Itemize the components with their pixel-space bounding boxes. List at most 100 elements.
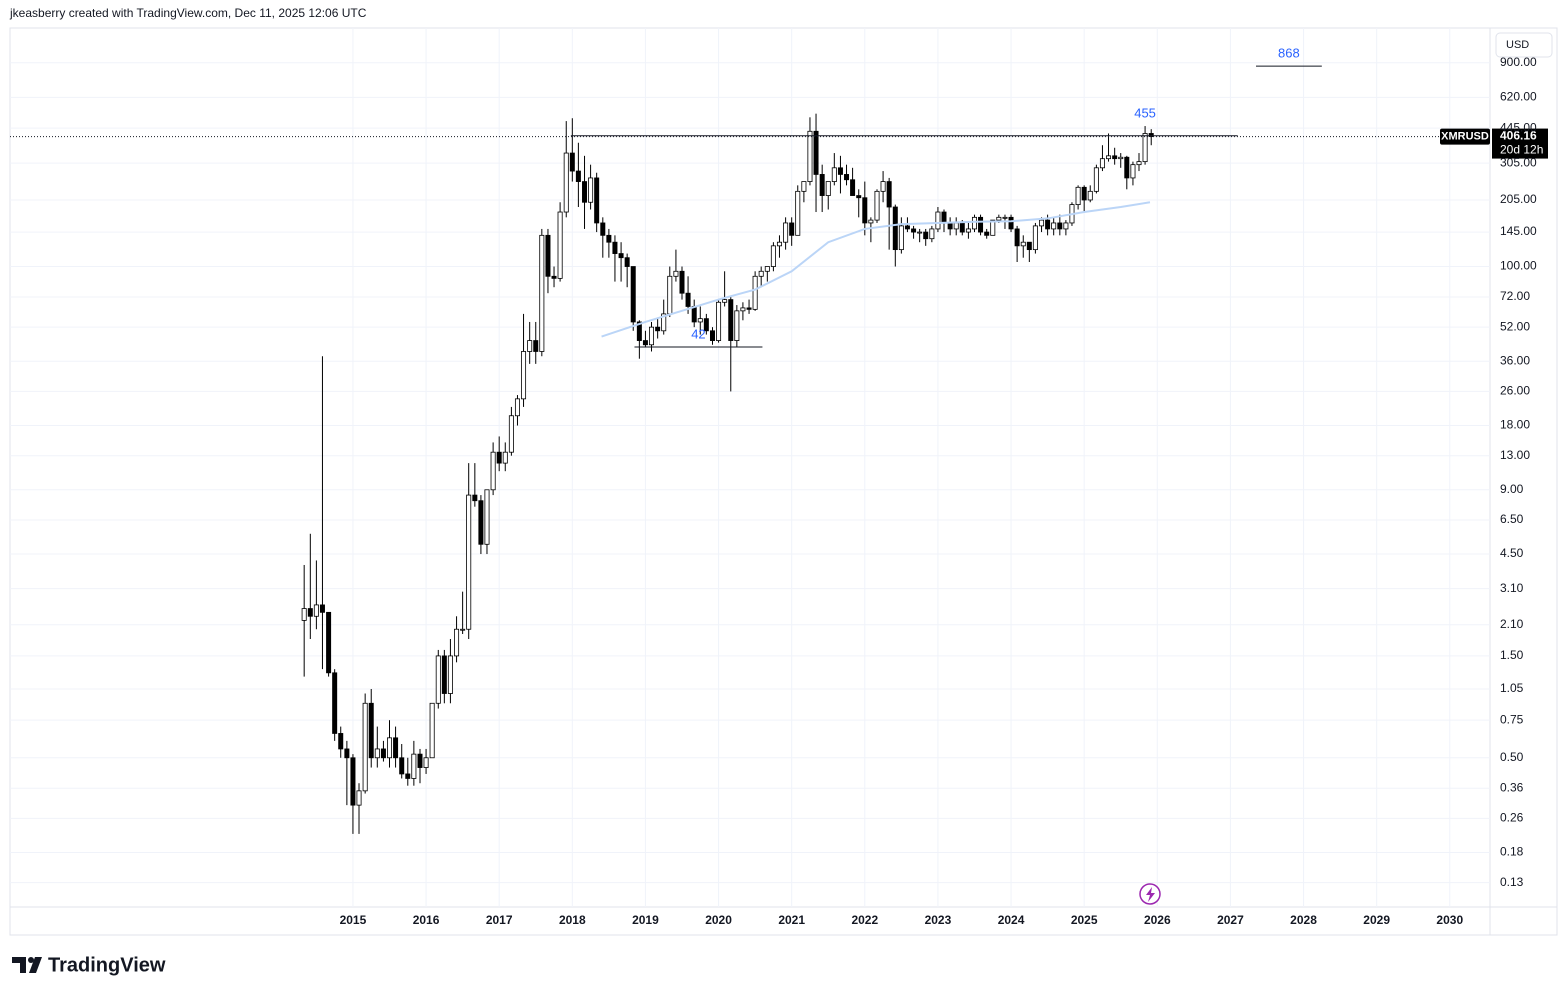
candle-body xyxy=(1087,190,1093,201)
x-tick-label: 2027 xyxy=(1217,913,1244,927)
candle-body xyxy=(862,197,868,224)
x-tick-label: 2021 xyxy=(778,913,805,927)
candle-body xyxy=(691,306,697,323)
candle-body xyxy=(557,211,563,279)
candle-body xyxy=(326,611,332,674)
y-tick-label: 6.50 xyxy=(1500,512,1524,526)
x-tick-label: 2029 xyxy=(1363,913,1390,927)
candle-body xyxy=(709,330,715,341)
currency-button[interactable] xyxy=(1495,32,1553,58)
grid xyxy=(10,28,1490,907)
candle-body xyxy=(673,270,679,277)
candle-body xyxy=(1002,216,1008,219)
candle-body xyxy=(411,753,417,779)
candle-body xyxy=(813,130,819,175)
y-tick-label: 0.75 xyxy=(1500,712,1524,726)
candle-body xyxy=(1130,164,1136,179)
y-tick-label: 445.00 xyxy=(1500,120,1537,134)
candle-body xyxy=(874,190,880,221)
candle-body xyxy=(850,179,856,196)
y-tick-label: 0.50 xyxy=(1500,750,1524,764)
candle-body xyxy=(990,219,996,236)
candle-body xyxy=(752,275,758,310)
x-tick-label: 2018 xyxy=(559,913,586,927)
candle-body xyxy=(1026,241,1032,251)
candle-body xyxy=(521,351,527,400)
candle-body xyxy=(502,451,508,464)
brand-logo: TradingView xyxy=(12,954,166,976)
candle-body xyxy=(380,748,386,759)
candle-body xyxy=(387,737,393,759)
y-tick-label: 900.00 xyxy=(1500,55,1537,69)
x-tick-label: 2024 xyxy=(998,913,1025,927)
candle-body xyxy=(978,216,984,233)
candle-body xyxy=(734,310,740,341)
logo-mark xyxy=(12,957,26,973)
y-tick-label: 0.26 xyxy=(1500,811,1524,825)
candle-body xyxy=(307,608,313,617)
candle-body xyxy=(1081,186,1087,201)
candle-body xyxy=(594,177,600,224)
candle-body xyxy=(1057,222,1063,230)
candle-body xyxy=(496,451,502,464)
y-tick-label: 36.00 xyxy=(1500,353,1530,367)
candle-body xyxy=(399,757,405,775)
candle-body xyxy=(472,494,478,502)
candle-body xyxy=(1045,219,1051,230)
y-tick-label: 4.50 xyxy=(1500,546,1524,560)
candle-body xyxy=(423,757,429,768)
candle-body xyxy=(319,604,325,613)
candle-body xyxy=(1118,156,1124,160)
candle-body xyxy=(588,177,594,203)
candle-body xyxy=(911,228,917,233)
candle-body xyxy=(746,307,752,310)
y-tick-label: 13.00 xyxy=(1500,448,1530,462)
candle-body xyxy=(551,275,557,279)
candle-body xyxy=(679,270,685,294)
candle-body xyxy=(362,702,368,792)
candle-body xyxy=(1008,216,1014,230)
x-tick-label: 2028 xyxy=(1290,913,1317,927)
candle-body xyxy=(728,299,734,341)
y-tick-label: 1.05 xyxy=(1500,681,1524,695)
candle-body xyxy=(642,340,648,346)
candle-body xyxy=(1032,225,1038,251)
symbol-badge xyxy=(1440,128,1490,145)
x-tick-label: 2017 xyxy=(486,913,513,927)
candle-body xyxy=(783,222,789,243)
candle-body xyxy=(466,494,472,630)
candle-body xyxy=(478,500,484,545)
candle-body xyxy=(484,489,490,545)
candle-body xyxy=(929,228,935,240)
candle-body xyxy=(904,225,910,230)
candle-body xyxy=(716,301,722,341)
candle-body xyxy=(600,222,606,236)
candle-body xyxy=(758,270,764,277)
candle-body xyxy=(984,231,990,236)
candle-body xyxy=(935,211,941,230)
y-tick-label: 3.10 xyxy=(1500,581,1524,595)
candle-body xyxy=(703,318,709,332)
brand: TradingView xyxy=(48,954,166,976)
y-tick-label: 205.00 xyxy=(1500,192,1537,206)
candle-body xyxy=(886,181,892,208)
candle-body xyxy=(807,130,813,182)
lightning-glyph xyxy=(1146,887,1155,902)
logo-dot xyxy=(28,957,34,963)
candle-body xyxy=(685,292,691,307)
candle-body xyxy=(740,307,746,312)
candle-body xyxy=(338,733,344,750)
candle-body xyxy=(649,326,655,346)
y-tick-label: 0.18 xyxy=(1500,845,1524,859)
y-tick-label: 72.00 xyxy=(1500,289,1530,303)
candle-body xyxy=(770,245,776,267)
currency: USD xyxy=(1506,39,1529,51)
candle-body xyxy=(618,253,624,259)
candle-body xyxy=(837,167,843,175)
candle-body xyxy=(971,216,977,230)
level-label: 42 xyxy=(691,326,705,341)
candle-body xyxy=(350,757,356,806)
y-tick-label: 1.50 xyxy=(1500,648,1524,662)
candle-body xyxy=(429,702,435,759)
candle-body xyxy=(460,628,466,631)
